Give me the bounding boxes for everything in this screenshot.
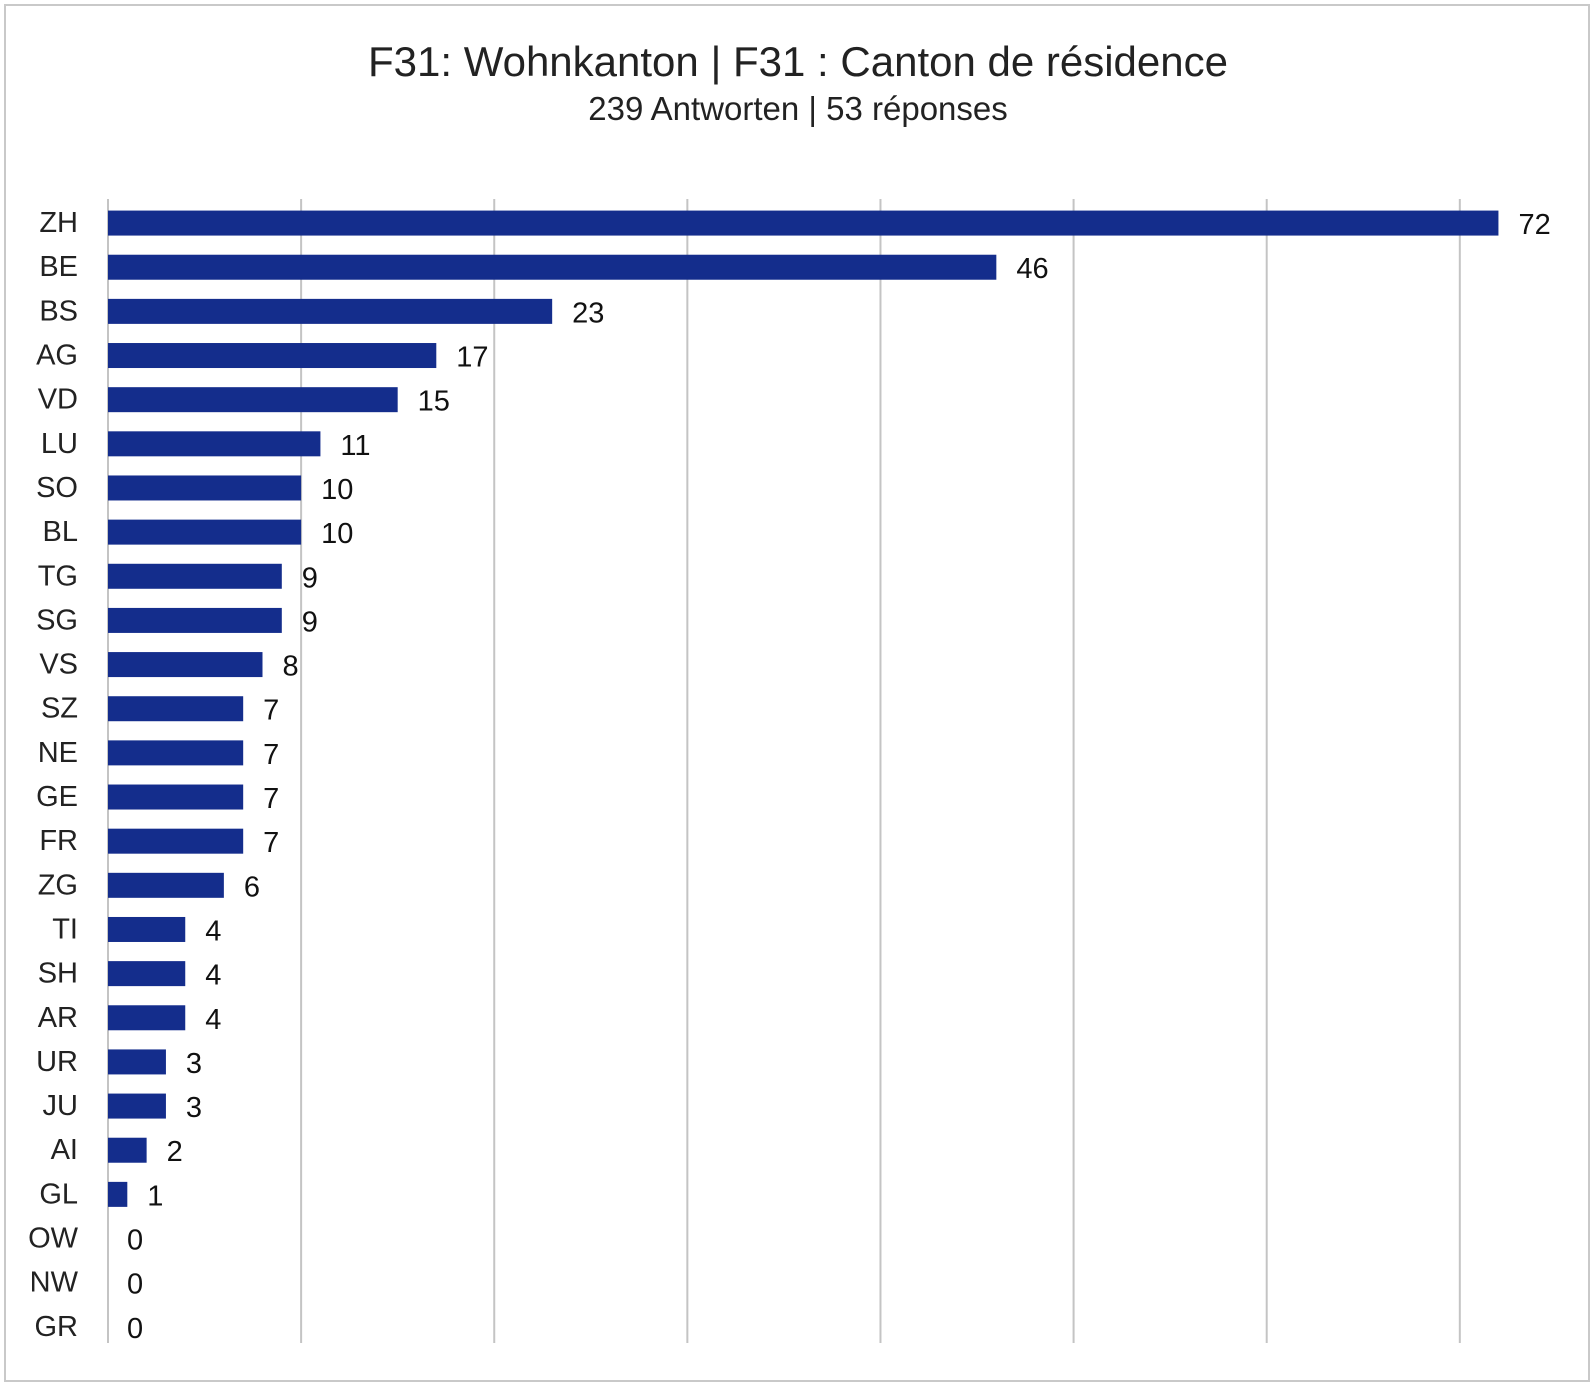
- category-label-gl: GL: [39, 1178, 78, 1210]
- bar-gl: [108, 1181, 128, 1207]
- category-label-ti: TI: [52, 913, 78, 945]
- category-label-ag: AG: [36, 340, 78, 372]
- value-label-ag: 17: [456, 342, 488, 374]
- bar-ge: [108, 784, 244, 810]
- bar-ai: [108, 1137, 147, 1163]
- category-label-vd: VD: [38, 384, 78, 416]
- bar-ag: [108, 343, 437, 369]
- value-label-zg: 6: [244, 871, 260, 903]
- bar-tg: [108, 563, 282, 589]
- category-label-ju: JU: [43, 1090, 78, 1122]
- category-label-ne: NE: [38, 737, 78, 769]
- bar-sh: [108, 961, 186, 987]
- category-label-gr: GR: [35, 1311, 79, 1343]
- category-label-ar: AR: [38, 1002, 78, 1034]
- value-label-vs: 8: [282, 651, 298, 683]
- value-label-ju: 3: [186, 1092, 202, 1124]
- chart-title: F31: Wohnkanton | F31 : Canton de réside…: [368, 38, 1228, 85]
- category-label-ge: GE: [36, 781, 78, 813]
- category-label-zg: ZG: [38, 869, 78, 901]
- value-label-bs: 23: [572, 297, 604, 329]
- value-label-be: 46: [1016, 253, 1048, 285]
- category-label-bl: BL: [43, 516, 78, 548]
- bar-zh: [108, 210, 1499, 236]
- bars: [108, 210, 1499, 1207]
- value-label-ge: 7: [263, 783, 279, 815]
- value-label-sh: 4: [205, 960, 221, 992]
- category-label-sz: SZ: [41, 693, 78, 725]
- value-label-bl: 10: [321, 518, 353, 550]
- bar-so: [108, 475, 302, 501]
- gridlines: [107, 199, 1461, 1343]
- value-label-zh: 72: [1518, 209, 1550, 241]
- category-label-be: BE: [39, 251, 78, 283]
- category-label-tg: TG: [38, 560, 78, 592]
- value-label-tg: 9: [302, 562, 318, 594]
- bar-sg: [108, 607, 282, 633]
- category-label-sg: SG: [36, 604, 78, 636]
- bar-bl: [108, 519, 302, 545]
- bar-vd: [108, 387, 398, 413]
- category-label-lu: LU: [41, 428, 78, 460]
- bar-bs: [108, 298, 553, 324]
- category-label-sh: SH: [38, 958, 78, 990]
- value-label-ti: 4: [205, 915, 221, 947]
- value-label-ow: 0: [127, 1225, 143, 1257]
- value-label-gr: 0: [127, 1313, 143, 1345]
- category-label-ur: UR: [36, 1046, 78, 1078]
- category-label-so: SO: [36, 472, 78, 504]
- category-label-vs: VS: [39, 649, 78, 681]
- bar-ti: [108, 916, 186, 942]
- value-label-ne: 7: [263, 739, 279, 771]
- value-label-sz: 7: [263, 695, 279, 727]
- value-label-sg: 9: [302, 606, 318, 638]
- bar-vs: [108, 652, 263, 678]
- value-label-gl: 1: [147, 1180, 163, 1212]
- category-label-zh: ZH: [39, 207, 78, 239]
- value-label-ar: 4: [205, 1004, 221, 1036]
- value-label-ai: 2: [167, 1136, 183, 1168]
- bar-fr: [108, 828, 244, 854]
- category-label-fr: FR: [39, 825, 78, 857]
- value-label-lu: 11: [340, 430, 370, 462]
- bar-ju: [108, 1093, 166, 1119]
- bar-lu: [108, 431, 321, 457]
- chart-subtitle: 239 Antworten | 53 réponses: [588, 90, 1008, 127]
- value-label-ur: 3: [186, 1048, 202, 1080]
- bar-ur: [108, 1049, 166, 1075]
- value-label-so: 10: [321, 474, 353, 506]
- value-label-fr: 7: [263, 827, 279, 859]
- bar-be: [108, 254, 997, 280]
- category-label-bs: BS: [39, 295, 78, 327]
- category-label-nw: NW: [30, 1267, 79, 1299]
- category-label-ai: AI: [51, 1134, 78, 1166]
- bar-sz: [108, 696, 244, 722]
- value-label-vd: 15: [418, 386, 450, 418]
- bar-zg: [108, 872, 224, 898]
- category-label-ow: OW: [28, 1223, 79, 1255]
- value-label-nw: 0: [127, 1269, 143, 1301]
- bar-ar: [108, 1005, 186, 1031]
- bar-ne: [108, 740, 244, 766]
